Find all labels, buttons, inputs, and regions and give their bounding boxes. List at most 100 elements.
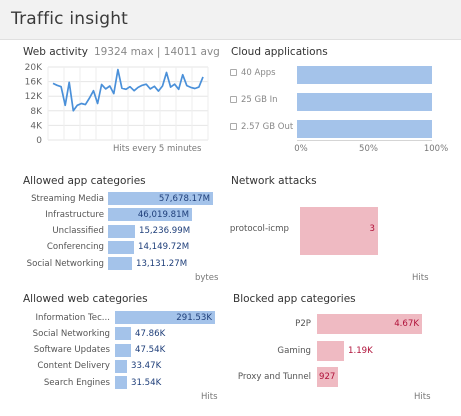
- blocked-app-row-label: Proxy and Tunnel: [237, 372, 311, 382]
- cloud-bar[interactable]: [297, 93, 432, 111]
- traffic-line: [52, 68, 204, 112]
- y-tick-label: 20K: [25, 63, 43, 73]
- cloud-row-text: 25 GB In: [241, 95, 278, 105]
- cloud-row-text: 40 Apps: [241, 68, 276, 78]
- blocked-app-categories-panel[interactable]: Blocked app categories P2P 4.67K Gaming 1.1…: [225, 288, 461, 416]
- allowed-web-bar[interactable]: [115, 311, 215, 324]
- app-icon: [230, 69, 237, 76]
- network-attack-row-value: 3: [369, 224, 375, 234]
- network-attacks-title: Network attacks: [231, 175, 317, 187]
- allowed-app-row-label: Unclassified: [52, 226, 104, 237]
- web-activity-summary: 19324 max | 14011 avg: [93, 46, 220, 58]
- cloud-bar[interactable]: [297, 66, 432, 84]
- y-tick-label: 16K: [25, 78, 43, 88]
- allowed-app-row-conferencing[interactable]: Conferencing 14,149.72M: [0, 240, 225, 254]
- cloud-applications-panel[interactable]: Cloud applications 40 Apps 25 GB In 2.57 G…: [225, 40, 461, 168]
- allowed-web-row-label: Content Delivery: [37, 361, 110, 372]
- blocked-app-row-value: 1.19K: [348, 345, 373, 356]
- web-activity-panel[interactable]: Web activity 19324 max | 14011 avg 20K 16K…: [0, 40, 225, 168]
- allowed-web-row-label: Software Updates: [33, 345, 110, 356]
- allowed-app-row-value: 13,131.27M: [136, 258, 188, 269]
- allowed-web-bar[interactable]: [115, 343, 131, 357]
- allowed-app-row-value: 46,019.81M: [137, 209, 189, 220]
- allowed-app-categories-panel[interactable]: Allowed app categories Streaming Media 57…: [0, 170, 225, 288]
- y-tick-label: 8K: [30, 107, 43, 117]
- blocked-app-row-proxy-and-tunnel[interactable]: Proxy and Tunnel 927: [225, 367, 461, 387]
- allowed-web-bar[interactable]: [115, 359, 127, 373]
- allowed-app-bar[interactable]: [108, 224, 135, 238]
- allowed-web-categories-footer: Hits: [201, 392, 218, 402]
- blocked-app-row-label: P2P: [295, 319, 311, 329]
- allowed-app-row-label: Infrastructure: [45, 209, 104, 220]
- x-tick-label: 100%: [423, 144, 449, 154]
- allowed-app-row-value: 57,678.17M: [158, 193, 210, 204]
- blocked-app-row-gaming[interactable]: Gaming 1.19K: [225, 340, 461, 361]
- x-tick-label: 50%: [359, 144, 378, 154]
- title-bar: Traffic insight: [0, 0, 461, 40]
- network-attack-bar[interactable]: [300, 207, 378, 255]
- blocked-app-row-p2p[interactable]: P2P 4.67K: [225, 314, 461, 334]
- cloud-row-2-57-gb-out[interactable]: 2.57 GB Out: [225, 120, 461, 138]
- network-attacks-footer: Hits: [412, 273, 429, 283]
- x-tick-label: 0%: [294, 144, 308, 154]
- blocked-app-row-value: 4.67K: [394, 319, 419, 329]
- allowed-web-row-search-engines[interactable]: Search Engines 31.54K: [0, 376, 225, 390]
- allowed-web-categories-title: Allowed web categories: [23, 293, 148, 305]
- cloud-applications-title: Cloud applications: [231, 46, 328, 58]
- y-tick-label: 4K: [30, 121, 43, 131]
- network-attack-row-label: protocol-icmp: [229, 224, 289, 234]
- web-activity-title: Web activity 19324 max | 14011 avg: [23, 46, 220, 58]
- download-icon: [230, 96, 237, 103]
- cloud-row-label: 2.57 GB Out: [230, 122, 293, 132]
- allowed-app-bar[interactable]: [108, 208, 192, 222]
- allowed-web-row-label: Search Engines: [43, 377, 110, 388]
- allowed-web-row-software-updates[interactable]: Software Updates 47.54K: [0, 343, 225, 357]
- allowed-web-row-label: Information Tec...: [35, 312, 110, 323]
- allowed-web-row-label: Social Networking: [32, 328, 110, 339]
- allowed-web-categories-panel[interactable]: Allowed web categories Information Tec..…: [0, 288, 225, 416]
- cloud-row-label: 40 Apps: [230, 68, 276, 78]
- blocked-app-bar[interactable]: [317, 340, 344, 361]
- y-tick-label: 0: [36, 136, 42, 146]
- web-activity-chart[interactable]: 20K 16K 12K 8K 4K 0: [0, 60, 225, 170]
- allowed-web-bar[interactable]: [115, 376, 127, 390]
- allowed-web-row-value: 31.54K: [131, 377, 162, 388]
- allowed-app-row-label: Social Networking: [26, 258, 104, 269]
- page-title: Traffic insight: [11, 9, 129, 29]
- blocked-app-categories-title: Blocked app categories: [233, 293, 356, 305]
- allowed-app-row-social-networking[interactable]: Social Networking 13,131.27M: [0, 257, 225, 271]
- allowed-app-row-value: 14,149.72M: [138, 242, 190, 253]
- allowed-web-row-value: 47.86K: [135, 328, 166, 339]
- allowed-app-row-label: Conferencing: [46, 242, 104, 253]
- allowed-web-row-social-networking[interactable]: Social Networking 47.86K: [0, 327, 225, 341]
- allowed-web-row-content-delivery[interactable]: Content Delivery 33.47K: [0, 359, 225, 373]
- network-attacks-panel[interactable]: Network attacks protocol-icmp 3 Hits: [225, 170, 461, 288]
- allowed-app-row-streaming-media[interactable]: Streaming Media 57,678.17M: [0, 192, 225, 205]
- allowed-app-bar[interactable]: [108, 257, 132, 271]
- allowed-app-categories-footer: bytes: [195, 273, 219, 283]
- allowed-web-row-value: 291.53K: [176, 312, 212, 323]
- blocked-app-row-value: 927: [319, 372, 336, 382]
- allowed-web-bar[interactable]: [115, 327, 131, 341]
- blocked-app-categories-footer: Hits: [414, 392, 431, 402]
- allowed-app-row-infrastructure[interactable]: Infrastructure 46,019.81M: [0, 208, 225, 222]
- allowed-web-row-information-tec[interactable]: Information Tec... 291.53K: [0, 311, 225, 324]
- cloud-bar[interactable]: [297, 120, 432, 138]
- cloud-row-25-gb-in[interactable]: 25 GB In: [225, 93, 461, 111]
- allowed-app-row-label: Streaming Media: [31, 193, 104, 204]
- cloud-axis: [297, 140, 432, 141]
- y-tick-label: 12K: [25, 92, 43, 102]
- allowed-app-bar[interactable]: [108, 192, 213, 205]
- allowed-app-categories-title: Allowed app categories: [23, 175, 146, 187]
- allowed-web-row-value: 47.54K: [135, 345, 166, 356]
- cloud-row-text: 2.57 GB Out: [241, 122, 294, 132]
- cloud-row-label: 25 GB In: [230, 95, 278, 105]
- upload-icon: [230, 123, 237, 130]
- web-activity-title-text: Web activity: [23, 46, 88, 58]
- blocked-app-bar[interactable]: [317, 367, 338, 387]
- cloud-row-40-apps[interactable]: 40 Apps: [225, 66, 461, 84]
- blocked-app-bar[interactable]: [317, 314, 422, 334]
- allowed-app-row-unclassified[interactable]: Unclassified 15,236.99M: [0, 224, 225, 238]
- allowed-app-bar[interactable]: [108, 240, 134, 254]
- network-attack-row-protocol-icmp[interactable]: protocol-icmp 3: [225, 207, 461, 255]
